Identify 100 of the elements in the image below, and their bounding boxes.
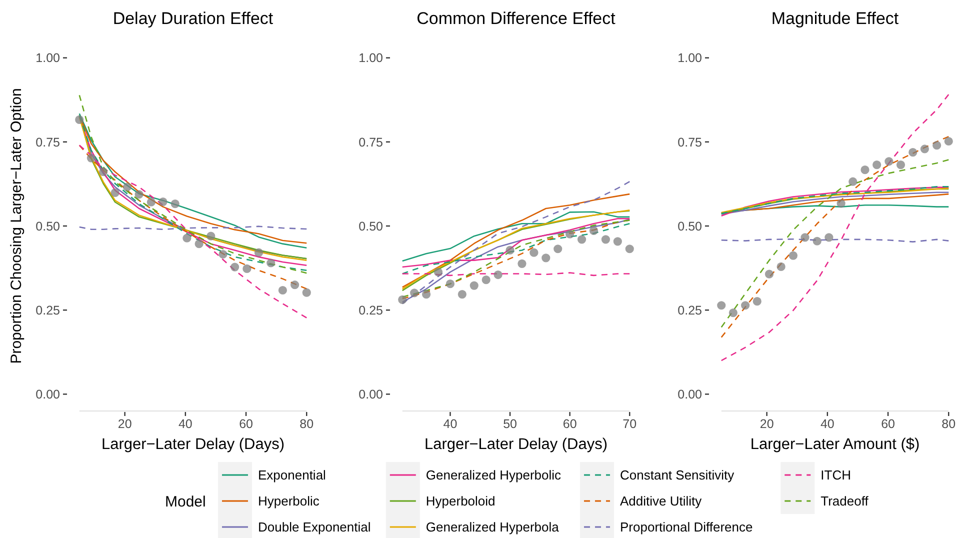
chart-title: Delay Duration Effect xyxy=(112,9,274,28)
point xyxy=(884,157,894,166)
chart-title: Magnitude Effect xyxy=(771,9,899,28)
point xyxy=(99,168,108,176)
point xyxy=(110,188,120,198)
point xyxy=(86,154,96,162)
legend-label: Double Exponential xyxy=(258,520,371,535)
point xyxy=(134,190,144,199)
x-tick-label: 40 xyxy=(820,417,834,431)
point xyxy=(218,250,228,259)
point xyxy=(566,230,574,238)
y-tick-label: 0.50 xyxy=(36,219,60,234)
point xyxy=(848,177,858,186)
point xyxy=(242,264,252,274)
legend-label: Proportional Difference xyxy=(620,520,753,535)
point xyxy=(625,244,634,254)
point xyxy=(800,233,810,242)
point xyxy=(494,270,502,280)
y-tick-label: 1.00 xyxy=(358,51,384,66)
point xyxy=(170,200,180,208)
point xyxy=(194,240,204,248)
point xyxy=(458,290,466,299)
point xyxy=(752,297,762,306)
point xyxy=(872,160,882,170)
x-tick-label: 50 xyxy=(503,417,518,431)
point xyxy=(182,234,192,242)
point xyxy=(530,248,538,257)
point xyxy=(944,136,953,146)
point xyxy=(506,246,514,255)
point xyxy=(122,182,132,192)
point xyxy=(764,270,774,278)
point xyxy=(542,254,550,262)
point xyxy=(398,295,407,304)
point xyxy=(158,197,168,206)
legend-label: Exponential xyxy=(258,468,326,483)
chart-title: Common Difference Effect xyxy=(416,9,616,28)
line-series xyxy=(402,193,630,288)
point xyxy=(788,251,798,260)
legend-label: Hyperbolic xyxy=(258,494,320,509)
point xyxy=(613,237,622,246)
x-tick-label: 20 xyxy=(760,417,774,431)
point xyxy=(812,236,822,246)
y-tick-label: 1.00 xyxy=(36,51,60,66)
x-tick-label: 40 xyxy=(443,417,458,431)
y-axis-title: Proportion Choosing Larger−Later Option xyxy=(8,88,25,364)
y-tick-label: 0.50 xyxy=(678,219,702,234)
point xyxy=(302,288,311,297)
x-tick-label: 80 xyxy=(942,417,956,431)
x-tick-label: 70 xyxy=(622,417,637,431)
point xyxy=(470,281,478,290)
point xyxy=(836,199,846,208)
line-series xyxy=(720,94,950,362)
x-tick-label: 80 xyxy=(300,417,314,431)
y-tick-label: 0.00 xyxy=(36,388,60,402)
point xyxy=(434,268,443,276)
point xyxy=(776,262,786,271)
legend-label: Generalized Hyperbolic xyxy=(426,468,562,483)
point xyxy=(278,286,287,295)
legend-label: Tradeoff xyxy=(820,494,869,509)
point xyxy=(589,226,598,236)
point xyxy=(717,301,726,310)
y-tick-label: 0.00 xyxy=(678,388,702,402)
point xyxy=(266,258,276,268)
line-series xyxy=(402,218,630,268)
point xyxy=(741,301,750,310)
line-series xyxy=(720,159,950,328)
point xyxy=(932,140,942,150)
y-tick-label: 0.25 xyxy=(678,303,702,318)
y-tick-label: 0.00 xyxy=(358,388,384,402)
point xyxy=(554,244,562,254)
y-tick-label: 1.00 xyxy=(678,51,702,66)
x-tick-label: 60 xyxy=(239,417,254,431)
y-tick-label: 0.75 xyxy=(358,135,384,150)
x-tick-label: 40 xyxy=(178,417,192,431)
x-axis-title: Larger−Later Delay (Days) xyxy=(424,436,608,453)
legend-title: Model xyxy=(165,493,206,510)
point xyxy=(601,235,610,244)
point xyxy=(482,276,490,284)
point xyxy=(146,198,156,206)
legend-label: Generalized Hyperbola xyxy=(426,520,560,535)
point xyxy=(728,308,738,318)
line-series xyxy=(402,222,630,274)
point xyxy=(422,290,431,299)
point xyxy=(290,280,300,290)
point xyxy=(896,160,906,170)
point xyxy=(518,259,526,268)
y-tick-label: 0.50 xyxy=(358,219,384,234)
y-tick-label: 0.75 xyxy=(36,135,60,150)
legend-label: Hyperboloid xyxy=(426,494,496,509)
legend-label: Additive Utility xyxy=(620,494,702,509)
point xyxy=(908,148,918,157)
point xyxy=(254,248,264,257)
point xyxy=(920,144,929,154)
point xyxy=(75,115,84,124)
x-axis-title: Larger−Later Delay (Days) xyxy=(101,436,285,453)
y-tick-label: 0.75 xyxy=(678,135,702,150)
legend-label: Constant Sensitivity xyxy=(620,468,735,483)
x-tick-label: 60 xyxy=(881,417,896,431)
point xyxy=(824,233,834,242)
point xyxy=(230,262,240,272)
